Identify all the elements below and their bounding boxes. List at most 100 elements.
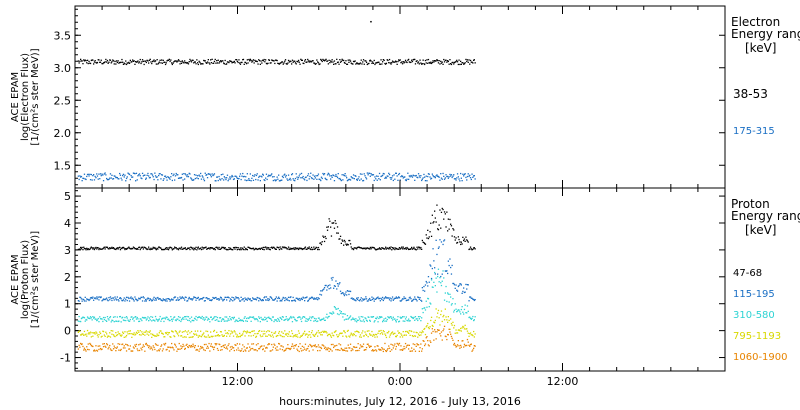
data-point <box>235 333 237 335</box>
data-point <box>125 334 128 337</box>
data-point <box>373 179 375 182</box>
data-point <box>454 178 456 180</box>
plot-frame <box>74 5 726 189</box>
data-point <box>170 59 172 61</box>
data-point <box>88 317 90 319</box>
data-point <box>90 344 92 347</box>
data-point <box>125 60 127 62</box>
data-point <box>378 317 380 320</box>
data-point <box>406 319 408 322</box>
data-point <box>468 300 470 302</box>
data-point <box>440 62 443 64</box>
data-point <box>203 319 206 321</box>
data-point <box>422 241 424 243</box>
data-point <box>470 61 472 63</box>
data-point <box>92 175 94 177</box>
data-point <box>392 179 394 182</box>
data-point <box>143 317 145 319</box>
data-point <box>445 316 447 318</box>
data-point <box>244 349 246 351</box>
data-point <box>241 247 243 249</box>
data-point <box>320 243 323 246</box>
data-point <box>474 62 476 64</box>
data-point <box>351 177 353 179</box>
data-point <box>438 224 440 226</box>
data-point <box>368 298 370 301</box>
data-point <box>336 349 339 351</box>
data-point <box>387 316 389 318</box>
data-point <box>377 345 379 347</box>
data-point <box>181 296 183 298</box>
data-point <box>385 336 388 339</box>
data-point <box>125 336 127 338</box>
data-point <box>402 348 404 350</box>
data-point <box>412 343 414 345</box>
data-point <box>80 58 82 60</box>
data-point <box>96 298 99 300</box>
data-point <box>381 247 383 249</box>
data-point <box>169 336 171 338</box>
data-point <box>225 178 227 181</box>
data-point <box>333 331 336 333</box>
data-point <box>265 177 267 179</box>
data-point <box>435 60 437 62</box>
data-point <box>312 248 314 250</box>
data-point <box>408 61 410 63</box>
data-point <box>297 248 300 251</box>
data-point <box>255 248 258 250</box>
data-point <box>468 335 470 337</box>
data-point <box>401 334 403 336</box>
data-point <box>167 249 170 251</box>
data-point <box>297 330 300 332</box>
data-point <box>278 342 280 345</box>
data-point <box>426 325 428 327</box>
data-point <box>257 320 259 322</box>
data-point <box>313 345 316 347</box>
data-point <box>122 246 125 249</box>
data-point <box>443 58 445 61</box>
data-point <box>453 229 455 231</box>
data-point <box>133 172 135 174</box>
data-point <box>294 60 296 62</box>
data-point <box>353 178 355 180</box>
data-point <box>375 350 378 352</box>
data-point <box>342 349 344 352</box>
data-point <box>141 331 143 333</box>
data-point <box>343 59 345 62</box>
data-point <box>210 176 212 178</box>
data-point <box>258 347 261 350</box>
data-point <box>350 176 352 178</box>
data-point <box>280 317 282 319</box>
data-point <box>378 348 380 350</box>
data-point <box>425 326 427 328</box>
data-point <box>453 344 455 346</box>
data-point <box>236 59 238 61</box>
data-point <box>180 345 182 347</box>
data-point <box>363 247 365 250</box>
data-point <box>321 60 323 63</box>
data-point <box>286 332 288 335</box>
data-point <box>132 333 135 336</box>
data-point <box>349 60 352 62</box>
data-point <box>421 348 423 350</box>
data-point <box>286 248 288 250</box>
data-point <box>229 350 231 352</box>
data-point <box>449 328 451 330</box>
data-point <box>331 176 333 178</box>
data-point <box>357 297 359 299</box>
data-point <box>111 61 113 63</box>
data-point <box>96 296 98 298</box>
data-point <box>326 229 329 231</box>
data-point <box>109 177 111 179</box>
data-point <box>168 58 170 60</box>
data-point <box>381 175 383 177</box>
data-point <box>86 173 89 176</box>
data-point <box>86 298 88 300</box>
data-point <box>233 60 235 63</box>
data-point <box>224 59 226 62</box>
data-point <box>374 63 376 66</box>
data-point <box>265 299 267 301</box>
data-point <box>80 246 82 249</box>
series-47-68 <box>77 204 476 251</box>
